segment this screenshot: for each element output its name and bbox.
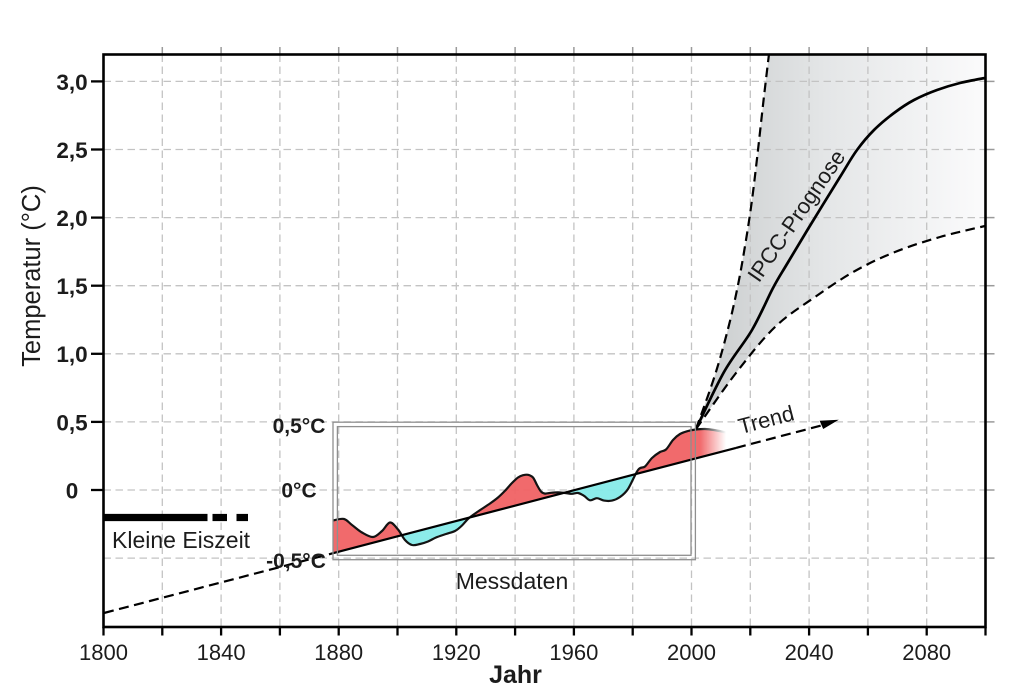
svg-text:0°C: 0°C bbox=[281, 480, 316, 503]
svg-text:0: 0 bbox=[66, 478, 79, 503]
svg-text:2080: 2080 bbox=[902, 640, 951, 665]
svg-text:1960: 1960 bbox=[549, 640, 598, 665]
svg-text:Jahr: Jahr bbox=[489, 661, 542, 689]
svg-text:2,5: 2,5 bbox=[56, 138, 87, 163]
svg-text:1,0: 1,0 bbox=[56, 342, 87, 367]
svg-text:Kleine Eiszeit: Kleine Eiszeit bbox=[112, 527, 251, 553]
svg-text:3,0: 3,0 bbox=[56, 70, 87, 95]
svg-text:-0,5°C: -0,5°C bbox=[266, 550, 326, 573]
svg-text:2,0: 2,0 bbox=[56, 206, 87, 231]
svg-text:1840: 1840 bbox=[197, 640, 246, 665]
svg-text:2000: 2000 bbox=[667, 640, 716, 665]
svg-text:Temperatur (°C): Temperatur (°C) bbox=[18, 185, 46, 367]
svg-text:1920: 1920 bbox=[432, 640, 481, 665]
svg-text:0,5°C: 0,5°C bbox=[273, 415, 326, 438]
svg-text:Messdaten: Messdaten bbox=[456, 568, 569, 594]
svg-text:1,5: 1,5 bbox=[56, 274, 87, 299]
svg-text:1800: 1800 bbox=[79, 640, 128, 665]
svg-text:1880: 1880 bbox=[314, 640, 363, 665]
svg-text:0,5: 0,5 bbox=[56, 410, 87, 435]
svg-text:Trend: Trend bbox=[736, 400, 797, 439]
svg-text:2040: 2040 bbox=[785, 640, 834, 665]
